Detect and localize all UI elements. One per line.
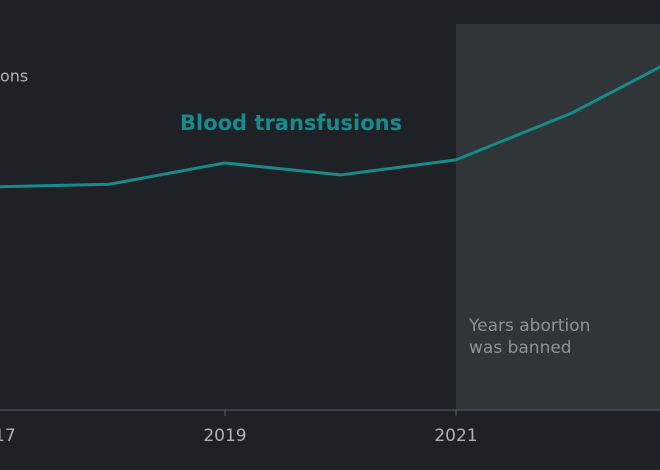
shade-layer (456, 24, 660, 410)
shaded-span (456, 24, 660, 410)
shade-label: Years abortion (468, 316, 590, 336)
shade-label: was banned (469, 338, 572, 358)
x-tick-label: 2017 (0, 426, 16, 446)
partial-label: ons (0, 67, 28, 86)
x-tick-label: 2021 (434, 426, 477, 446)
series-label: Blood transfusions (180, 111, 402, 135)
x-tick-label: 2019 (203, 426, 246, 446)
series-line (0, 65, 660, 189)
